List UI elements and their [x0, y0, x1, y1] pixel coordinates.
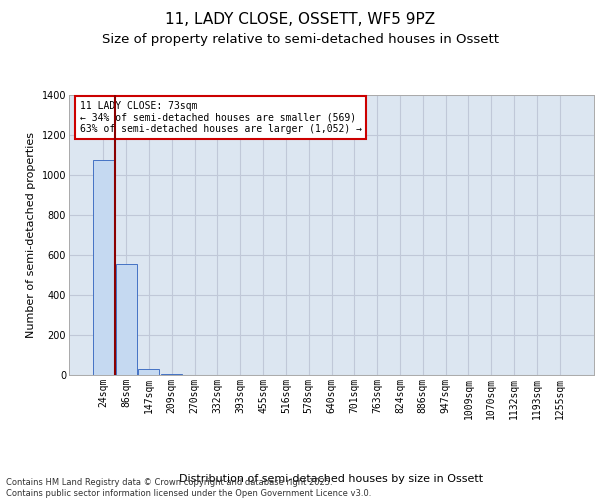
X-axis label: Distribution of semi-detached houses by size in Ossett: Distribution of semi-detached houses by … [179, 474, 484, 484]
Bar [161, 374, 182, 375]
Text: 11, LADY CLOSE, OSSETT, WF5 9PZ: 11, LADY CLOSE, OSSETT, WF5 9PZ [165, 12, 435, 28]
Text: Contains HM Land Registry data © Crown copyright and database right 2025.
Contai: Contains HM Land Registry data © Crown c… [6, 478, 371, 498]
Bar [139, 369, 160, 375]
Bar [116, 264, 137, 375]
Text: 11 LADY CLOSE: 73sqm
← 34% of semi-detached houses are smaller (569)
63% of semi: 11 LADY CLOSE: 73sqm ← 34% of semi-detac… [79, 100, 361, 134]
Bar [93, 160, 114, 375]
Text: Size of property relative to semi-detached houses in Ossett: Size of property relative to semi-detach… [101, 32, 499, 46]
Y-axis label: Number of semi-detached properties: Number of semi-detached properties [26, 132, 36, 338]
